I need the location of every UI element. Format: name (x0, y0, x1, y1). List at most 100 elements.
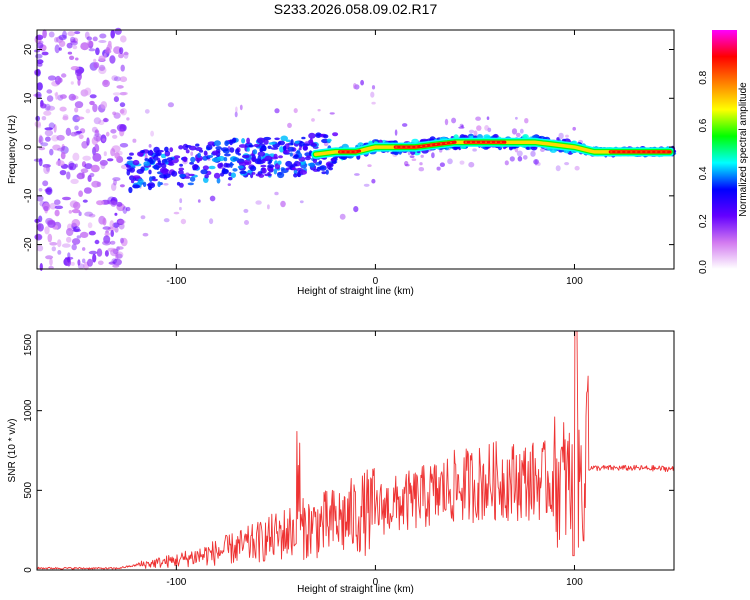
spectrogram-band-blob (143, 161, 150, 167)
spectrogram-y-tick-label: 0 (23, 144, 34, 150)
spectrogram-noise-blob (61, 243, 71, 248)
spectrogram-noise-blob (92, 153, 102, 162)
spectrogram-band-blob (290, 139, 294, 146)
spectrogram-band-blob (153, 146, 160, 153)
spectrogram-noise-blob (43, 110, 52, 116)
spectrogram-band-blob (277, 160, 282, 165)
spectrogram-noise-blob (110, 248, 119, 257)
spectrogram-noise-blob (102, 138, 106, 142)
spectrogram-scatter-blob (144, 109, 150, 114)
spectrogram-band-blob (171, 170, 178, 177)
spectrogram-noise-blob (98, 120, 105, 126)
spectrogram-noise-blob (88, 213, 96, 218)
spectrogram-noise-blob (113, 179, 117, 186)
spectrogram-noise-blob (88, 230, 96, 236)
spectrogram-band-blob (178, 167, 185, 171)
spectrogram-band-blob (280, 135, 289, 142)
spectrogram-noise-blob (120, 35, 127, 43)
spectrogram-noise-blob (92, 103, 98, 113)
spectrogram-scatter-blob (255, 200, 262, 205)
spectrogram-band-blob (308, 132, 316, 139)
spectrogram-scatter-blob (179, 198, 183, 204)
spectrogram-scatter-blob (509, 156, 515, 162)
spectrogram-band-blob (220, 147, 229, 152)
spectrogram-scatter-blob (409, 155, 415, 159)
spectrogram-noise-blob (54, 199, 61, 205)
spectrogram-scatter-blob (436, 166, 441, 171)
spectrogram-band-blob (252, 149, 258, 155)
spectrogram-scatter-blob (126, 117, 130, 121)
spectrogram-x-ticks: -100 0 100 (166, 30, 583, 287)
spectrogram-noise-blob (66, 228, 74, 236)
spectrogram-noise-blob (87, 222, 93, 229)
spectrogram-scatter-blob (473, 130, 478, 137)
spectrogram-noise-blob (76, 172, 85, 180)
spectrogram-noise-blob (66, 171, 71, 180)
spectrogram-noise-blob (110, 148, 116, 157)
spectrogram-noise-blob (87, 175, 92, 182)
spectrogram-noise-blob (113, 76, 122, 82)
spectrogram-scatter-blob (558, 132, 564, 140)
spectrogram-band-blob (285, 160, 293, 167)
spectrogram-noise-blob (54, 37, 59, 43)
spectrogram-band-blob (206, 144, 213, 151)
spectrogram-noise-blob (71, 209, 81, 214)
spectrogram-noise-blob (123, 51, 129, 59)
spectrogram-scatter-blob (515, 132, 521, 138)
spectrogram-noise-blob (94, 144, 100, 153)
spectrogram-band-blob (182, 156, 188, 163)
spectrogram-band-blob (282, 145, 287, 151)
spectrogram-noise-blob (94, 239, 100, 245)
spectrogram-band-blob (244, 159, 252, 166)
spectrogram-noise-blob (114, 27, 122, 35)
spectrogram-scatter-blob (475, 116, 481, 121)
spectrogram-noise-blob (93, 117, 102, 125)
spectrogram-noise-blob (107, 158, 114, 162)
spectrogram-scatter-blob (293, 108, 298, 114)
snr-x-tick-label: -100 (166, 577, 186, 588)
spectrogram-scatter-blob (239, 104, 243, 111)
spectrogram-band-blob (293, 173, 298, 178)
spectrogram-scatter-blob (287, 122, 292, 128)
spectrogram-noise-blob (78, 190, 83, 197)
spectrogram-noise-blob (109, 220, 115, 229)
spectrogram-noise-blob (96, 200, 105, 206)
spectrogram-band-blob (200, 169, 208, 175)
spectrogram-band-blob (232, 157, 240, 162)
spectrogram-noise-blob (118, 53, 124, 59)
spectrogram-band-blob (189, 176, 196, 182)
spectrogram-noise-blob (91, 180, 101, 188)
spectrogram-band-blob (260, 164, 267, 168)
spectrogram-scatter-blob (125, 206, 131, 212)
spectrogram-noise-blob (110, 240, 116, 245)
spectrogram-noise-blob (98, 64, 106, 71)
spectrogram-band-blob (128, 186, 133, 194)
spectrogram-noise-blob (49, 258, 53, 266)
spectrogram-noise-blob (70, 261, 75, 266)
spectrogram-noise-blob (74, 101, 84, 109)
spectrogram-noise-blob (44, 226, 50, 235)
spectrogram-scatter-blob (517, 156, 523, 162)
spectrogram-noise-blob (46, 164, 50, 172)
spectrogram-noise-blob (76, 116, 85, 120)
spectrogram-band-blob (319, 165, 327, 171)
spectrogram-band-blob (157, 181, 161, 188)
snr-y-tick-label: 1000 (23, 399, 34, 422)
spectrogram-noise-blob (114, 226, 119, 233)
spectrogram-scatter-blob (360, 79, 364, 86)
spectrogram-noise-blob (116, 246, 124, 250)
spectrogram-noise-blob (74, 107, 79, 113)
spectrogram-scatter-blob (565, 134, 569, 138)
spectrogram-noise-blob (46, 95, 54, 102)
spectrogram-noise-blob (82, 155, 91, 161)
spectrogram-band-blob (166, 157, 173, 162)
spectrogram-noise-blob (42, 180, 49, 187)
spectrogram-noise-blob (94, 129, 100, 138)
spectrogram-noise-blob (80, 168, 89, 173)
spectrogram-band-blob (168, 162, 175, 166)
spectrogram-scatter-blob (267, 204, 270, 210)
spectrogram-noise-blob (97, 260, 104, 266)
spectrogram-band-blob (297, 152, 303, 159)
spectrogram-band-blob (302, 145, 308, 151)
spectrogram-noise-blob (70, 66, 80, 71)
